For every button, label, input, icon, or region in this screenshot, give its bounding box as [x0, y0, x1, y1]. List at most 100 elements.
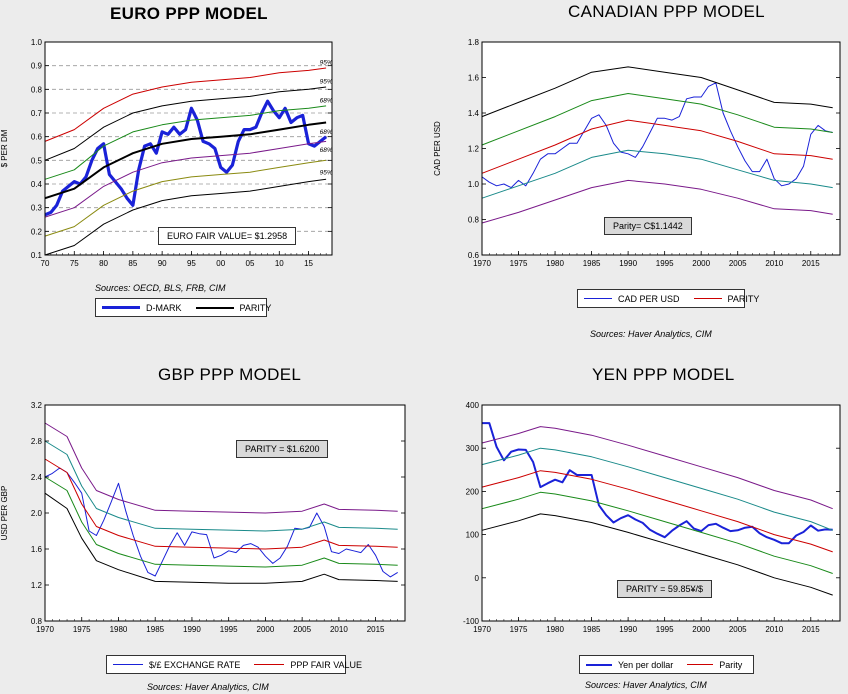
- cad-series-band-3: [481, 93, 833, 146]
- gbp-x-tick-label: 2000: [257, 625, 275, 634]
- cad-y-axis-label: CAD PER USD: [433, 121, 442, 176]
- euro-series-band-5: [44, 140, 327, 218]
- euro-x-tick-label: 10: [275, 259, 284, 268]
- euro-x-tick-label: 05: [246, 259, 255, 268]
- cad-series-band-2: [481, 66, 833, 118]
- cad-legend-label-parity: PARITY: [727, 293, 760, 304]
- yen-series-band-3: [481, 447, 833, 531]
- cad-x-tick-label: 2015: [802, 259, 820, 268]
- cad-legend-item-parity: PARITY: [693, 293, 760, 304]
- euro-x-tick-label: 15: [304, 259, 313, 268]
- gbp-legend: $/£ EXCHANGE RATE PPP FAIR VALUE: [106, 655, 362, 674]
- euro-series-band-2: [44, 67, 327, 142]
- cad-y-tick-label: 1.4: [468, 109, 480, 118]
- euro-legend-label-dmark: D-MARK: [146, 302, 182, 313]
- euro-y-tick-label: 0.7: [31, 109, 43, 118]
- euro-legend-item-parity: PARITY: [195, 303, 271, 313]
- gbp-legend-label-rate: $/£ EXCHANGE RATE: [149, 659, 241, 670]
- yen-x-tick-label: 1985: [583, 625, 601, 634]
- euro-x-tick-label: 90: [158, 259, 167, 268]
- cad-parity-note: Parity= C$1.1442: [604, 217, 692, 235]
- euro-y-tick-label: 0.6: [31, 133, 43, 142]
- euro-y-tick-label: 1.0: [31, 38, 43, 47]
- euro-x-tick-label: 00: [216, 259, 225, 268]
- euro-band-label: 95%: [320, 59, 333, 66]
- yen-y-tick-label: -100: [463, 617, 480, 626]
- yen-x-tick-label: 2005: [729, 625, 747, 634]
- yen-y-tick-label: 400: [466, 401, 480, 410]
- yen-x-tick-label: 1995: [656, 625, 674, 634]
- yen-x-tick-label: 2010: [765, 625, 783, 634]
- yen-x-tick-label: 1975: [510, 625, 528, 634]
- yen-y-tick-label: 100: [466, 531, 480, 540]
- gbp-x-tick-label: 1990: [183, 625, 201, 634]
- euro-band-label: 68%: [320, 97, 333, 104]
- gbp-y-tick-label: 1.6: [31, 545, 43, 554]
- yen-legend: Yen per dollar Parity: [579, 655, 754, 674]
- euro-y-tick-label: 0.2: [31, 227, 43, 236]
- gbp-legend-item-rate: $/£ EXCHANGE RATE: [113, 660, 240, 670]
- yen-series-band-4: [481, 491, 833, 574]
- gbp-series-band-3: [44, 440, 398, 532]
- yen-chart-title: YEN PPP MODEL: [592, 365, 735, 384]
- euro-series-d-mark: [44, 99, 328, 217]
- cad-x-tick-label: 2000: [692, 259, 710, 268]
- yen-legend-item-yen: Yen per dollar: [586, 660, 673, 670]
- gbp-x-tick-label: 1975: [73, 625, 91, 634]
- gbp-x-tick-label: 1985: [146, 625, 164, 634]
- cad-legend: CAD PER USD PARITY: [577, 289, 759, 308]
- gbp-series-band-4: [44, 476, 398, 568]
- cad-y-tick-label: 1.0: [468, 180, 480, 189]
- yen-x-tick-label: 1980: [546, 625, 564, 634]
- cad-series-cad-per-usd: [481, 82, 833, 189]
- gbp-parity-note: PARITY = $1.6200: [236, 440, 329, 458]
- gbp-chart-title: GBP PPP MODEL: [158, 365, 302, 384]
- cad-x-tick-label: 2010: [765, 259, 783, 268]
- gbp-series--exchange-rate: [44, 467, 398, 578]
- euro-x-tick-label: 95: [187, 259, 196, 268]
- cad-x-tick-label: 1990: [619, 259, 637, 268]
- euro-band-label: 68%: [320, 147, 333, 154]
- cad-x-tick-label: 1985: [583, 259, 601, 268]
- euro-series-band-4: [44, 105, 327, 180]
- cad-source: Sources: Haver Analytics, CIM: [590, 329, 712, 339]
- euro-x-tick-label: 85: [128, 259, 137, 268]
- gbp-y-tick-label: 0.8: [31, 617, 43, 626]
- yen-y-tick-label: 200: [466, 487, 480, 496]
- gbp-x-tick-label: 1980: [110, 625, 128, 634]
- yen-x-tick-label: 1970: [473, 625, 491, 634]
- cad-y-tick-label: 1.6: [468, 74, 480, 83]
- gbp-series-band-2: [44, 422, 398, 514]
- euro-chart-title: EURO PPP MODEL: [110, 4, 268, 23]
- euro-legend-item-dmark: D-MARK: [102, 303, 182, 313]
- gbp-x-tick-label: 1995: [220, 625, 238, 634]
- yen-series-parity: [481, 470, 833, 553]
- gbp-plot-area: [45, 405, 405, 621]
- yen-series-yen-per-dollar: [482, 422, 833, 545]
- yen-y-tick-label: 300: [466, 444, 480, 453]
- euro-x-tick-label: 75: [70, 259, 79, 268]
- gbp-y-tick-label: 2.8: [31, 437, 43, 446]
- euro-y-tick-label: 0.5: [31, 156, 43, 165]
- euro-plot-area: [45, 42, 332, 255]
- cad-x-tick-label: 1995: [656, 259, 674, 268]
- gbp-legend-label-ppp: PPP FAIR VALUE: [290, 659, 363, 670]
- cad-y-tick-label: 1.8: [468, 38, 480, 47]
- gbp-x-tick-label: 1970: [36, 625, 54, 634]
- cad-series-band-4: [481, 149, 833, 199]
- gbp-plot-frame: [44, 404, 406, 622]
- cad-y-tick-label: 1.2: [468, 145, 480, 154]
- yen-x-tick-label: 1990: [619, 625, 637, 634]
- euro-x-tick-label: 80: [99, 259, 108, 268]
- gbp-x-tick-label: 2005: [293, 625, 311, 634]
- yen-series-band-2: [481, 426, 833, 510]
- euro-series-parity: [44, 121, 327, 200]
- euro-series-band-6: [44, 159, 327, 237]
- yen-source: Sources: Haver Analytics, CIM: [585, 680, 707, 690]
- cad-x-tick-label: 1975: [510, 259, 528, 268]
- euro-y-tick-label: 0.9: [31, 62, 43, 71]
- euro-y-tick-label: 0.4: [31, 180, 43, 189]
- euro-legend: D-MARK PARITY: [95, 298, 271, 317]
